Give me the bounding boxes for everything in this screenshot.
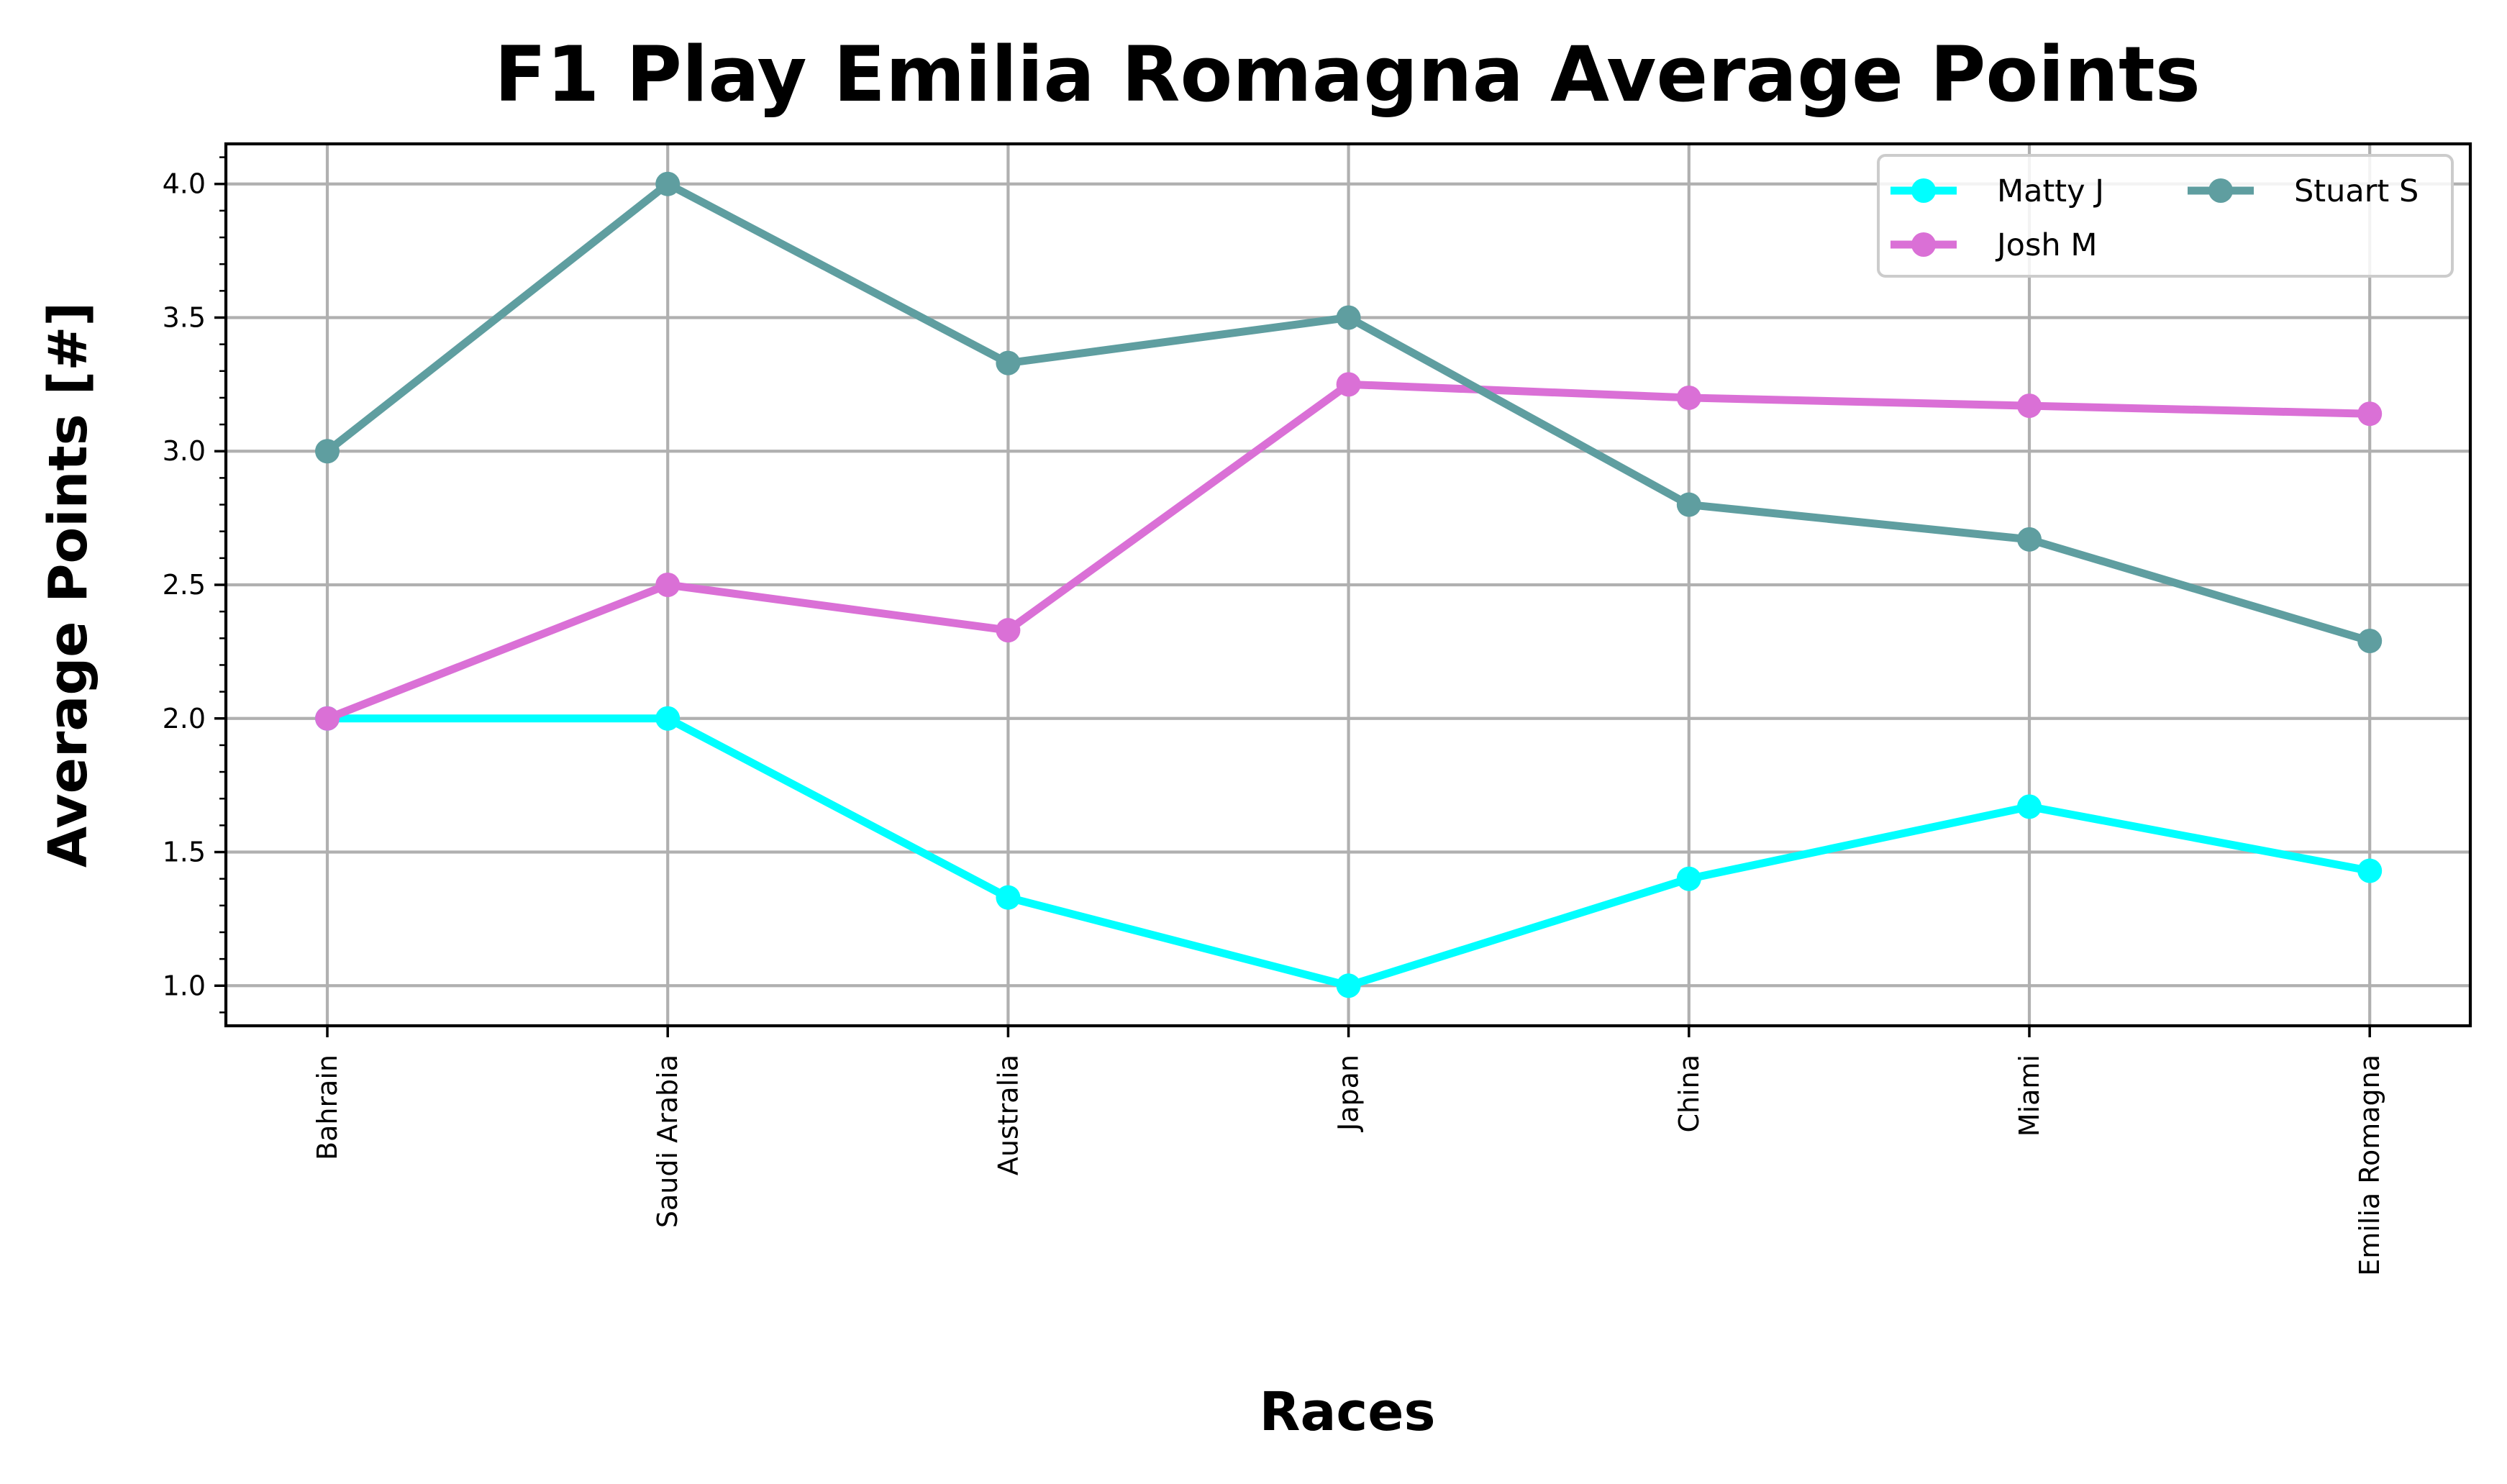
data-point (2357, 858, 2383, 883)
x-tick-label: China (1673, 1055, 1705, 1133)
legend-box (1877, 154, 2454, 278)
x-tick-label: Saudi Arabia (652, 1055, 683, 1228)
y-tick-label: 1.5 (163, 837, 206, 868)
data-point (996, 618, 1021, 643)
x-tick-label: Japan (1333, 1055, 1365, 1132)
x-tick-label: Miami (2014, 1055, 2045, 1137)
data-point (2017, 794, 2042, 819)
x-axis: Bahrain Saudi Arabia Australia Japan China Mi… (311, 1026, 2385, 1276)
data-point (315, 439, 340, 464)
y-tick-label: 3.5 (163, 301, 206, 333)
data-point (655, 573, 681, 597)
y-tick-label: 2.5 (163, 569, 206, 601)
y-tick-label: 2.0 (163, 703, 206, 734)
y-tick-label: 3.0 (163, 435, 206, 467)
y-tick-label: 1.0 (163, 970, 206, 1001)
y-axis-label: Average Points [#] (37, 302, 99, 868)
data-point (1676, 492, 1701, 517)
series-josh-m (315, 372, 2383, 731)
legend-item: Josh M (1891, 227, 2097, 263)
data-point (2357, 629, 2383, 654)
series-stuart-s (315, 171, 2383, 654)
data-point (1336, 973, 1361, 998)
legend-item: Stuart S (2188, 173, 2419, 209)
data-point (1336, 372, 1361, 397)
data-point (2017, 393, 2042, 419)
legend-swatch-marker (2208, 178, 2233, 203)
x-axis-label: Races (1259, 1381, 1435, 1443)
legend-item: Matty J (1891, 173, 2104, 209)
legend-label: Josh M (1995, 227, 2097, 263)
data-point (996, 350, 1021, 375)
series-layer (315, 171, 2383, 998)
x-tick-label: Australia (992, 1055, 1024, 1175)
chart-title: F1 Play Emilia Romagna Average Points (494, 30, 2201, 119)
data-point (1676, 866, 1701, 891)
y-tick-label: 4.0 (163, 168, 206, 200)
x-tick-label: Bahrain (311, 1055, 343, 1160)
data-point (655, 706, 681, 731)
legend-swatch-marker (1911, 178, 1936, 203)
legend: Matty J Josh M Stuart S (1877, 154, 2454, 278)
y-axis: 1.0 1.5 2.0 2.5 3.0 3.5 4.0 (163, 156, 226, 1014)
data-point (655, 171, 681, 196)
data-point (2357, 401, 2383, 427)
legend-label: Stuart S (2294, 173, 2419, 209)
legend-label: Matty J (1997, 173, 2104, 209)
legend-swatch-marker (1911, 232, 1936, 257)
data-point (996, 885, 1021, 910)
data-point (2017, 527, 2042, 552)
data-point (1336, 305, 1361, 330)
x-tick-label: Emilia Romagna (2354, 1055, 2385, 1276)
data-point (1676, 385, 1701, 410)
data-point (315, 706, 340, 731)
